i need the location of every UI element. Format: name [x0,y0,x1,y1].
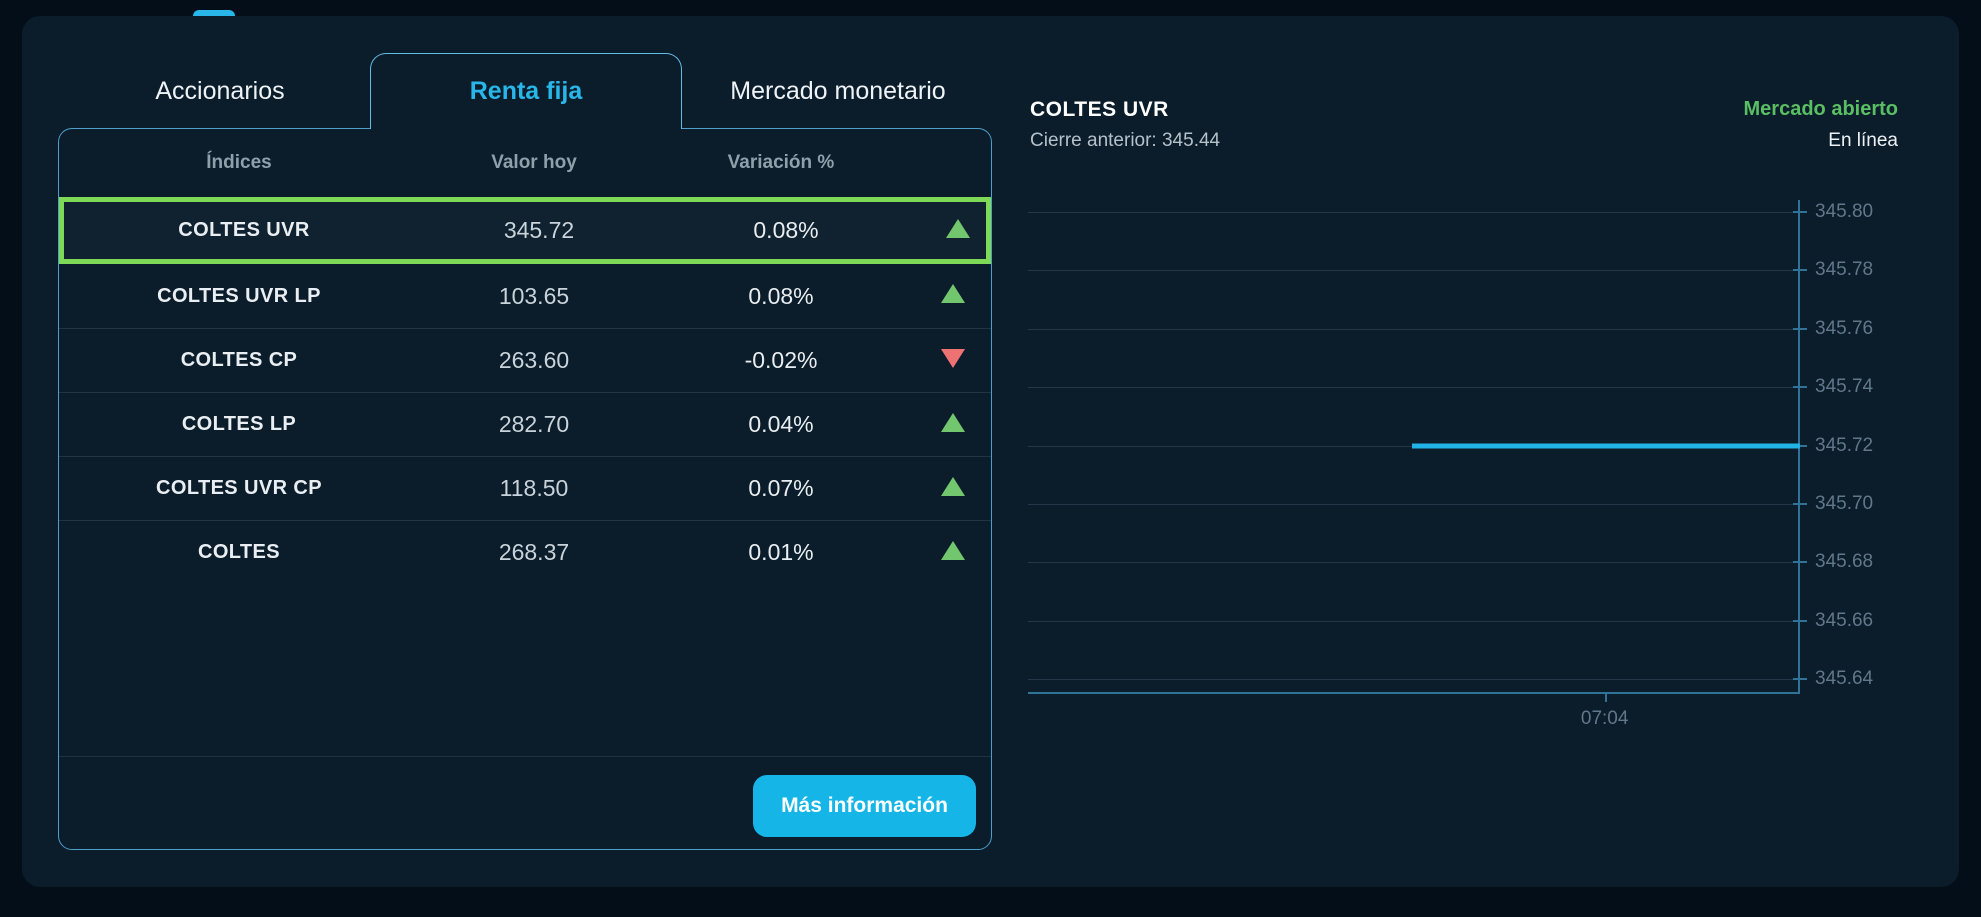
x-axis-label: 07:04 [1580,708,1629,729]
triangle-up-icon [941,540,965,560]
index-name: COLTES UVR CP [156,477,322,499]
tab-renta-fija[interactable]: Renta fija [370,53,682,129]
triangle-up-icon [946,218,970,238]
column-header-valor-hoy: Valor hoy [491,152,577,173]
table-row[interactable]: COLTES LP 282.70 0.04% [59,392,991,456]
index-value: 118.50 [499,475,569,501]
gridline [1028,270,1800,272]
table-header-row: Índices Valor hoy Variación % [59,129,991,197]
chart-plot: 345.80 345.78 345.76 345.74 345.72 345.70 345.… [1028,200,1873,729]
gridline [1028,211,1800,213]
tab-accionarios[interactable]: Accionarios [120,53,320,129]
y-axis-label: 345.76 [1815,317,1874,339]
x-axis-tick [1604,694,1607,702]
index-name: COLTES LP [181,413,297,435]
price-line [1411,443,1800,449]
market-status-badge: Mercado abierto [1743,98,1898,120]
gridline [1028,620,1800,622]
triangle-up-icon [941,476,965,496]
chart-title: COLTES UVR [1030,98,1169,121]
cutoff-tab-indicator [193,10,235,20]
variation-direction [913,476,993,501]
tab-label: Accionarios [155,76,285,105]
table-row[interactable]: COLTES UVR 345.72 0.08% [59,197,991,264]
y-axis-tick [1793,444,1807,447]
y-axis-tick [1793,502,1807,505]
column-header-indices: Índices [206,152,272,173]
variation-direction [913,348,993,373]
y-axis-tick [1793,561,1807,564]
table-row[interactable]: COLTES UVR LP 103.65 0.08% [59,264,991,328]
index-value: 103.65 [498,282,570,309]
triangle-up-icon [941,412,965,432]
column-header-variacion: Variación % [727,152,835,173]
tab-label: Mercado monetario [730,76,946,105]
index-value: 268.37 [498,539,570,565]
index-name: COLTES [197,541,281,563]
market-widget-card: Accionarios Renta fija Mercado monetario… [22,16,1959,887]
table-row[interactable]: COLTES UVR CP 118.50 0.07% [59,456,991,520]
gridline [1028,328,1800,330]
index-variation: 0.08% [753,217,819,243]
table-row[interactable]: COLTES 268.37 0.01% [59,520,991,584]
variation-direction [913,284,993,308]
y-axis-tick [1793,386,1807,389]
index-variation: 0.01% [748,539,814,565]
y-axis-label: 345.74 [1815,376,1874,398]
y-axis-tick [1793,269,1807,272]
index-variation: -0.02% [744,347,818,373]
x-axis-line [1028,692,1800,694]
gridline [1028,387,1800,389]
triangle-down-icon [941,348,965,368]
index-name: COLTES UVR LP [157,284,321,307]
variation-direction [913,412,993,437]
online-status-label: En línea [1828,130,1898,151]
index-variation: 0.07% [748,475,814,501]
previous-close-label: Cierre anterior: 345.44 [1030,130,1221,151]
gridline [1028,679,1800,681]
y-axis-tick [1793,210,1807,213]
variation-direction [918,218,998,243]
footer-divider [59,756,991,757]
gridline [1028,504,1800,505]
y-axis-label: 345.64 [1815,668,1874,690]
index-value: 282.70 [498,411,570,437]
y-axis-label: 345.72 [1815,434,1874,456]
gridline [1028,562,1800,564]
y-axis-label: 345.70 [1815,493,1874,514]
y-axis-tick [1793,327,1807,330]
y-axis-label: 345.66 [1815,609,1874,631]
more-info-button[interactable]: Más información [753,775,976,837]
tab-label: Renta fija [469,77,583,105]
index-value: 263.60 [498,347,570,373]
index-variation: 0.04% [748,411,814,437]
table-body: COLTES UVR 345.72 0.08% COLTES UVR LP 103.65… [59,197,991,584]
index-value: 345.72 [503,217,575,243]
index-variation: 0.08% [748,282,814,309]
table-row[interactable]: COLTES CP 263.60 -0.02% [59,328,991,392]
y-axis-label: 345.68 [1815,551,1874,573]
y-axis-tick [1793,619,1807,622]
y-axis-tick [1793,678,1807,681]
variation-direction [913,540,993,565]
y-axis-label: 345.78 [1815,259,1874,281]
tab-mercado-monetario[interactable]: Mercado monetario [703,53,973,129]
y-axis-label: 345.80 [1815,200,1874,222]
index-name: COLTES UVR [178,219,310,241]
triangle-up-icon [941,284,965,303]
indices-panel: Índices Valor hoy Variación % COLTES UVR… [58,128,992,850]
index-name: COLTES CP [180,349,298,371]
